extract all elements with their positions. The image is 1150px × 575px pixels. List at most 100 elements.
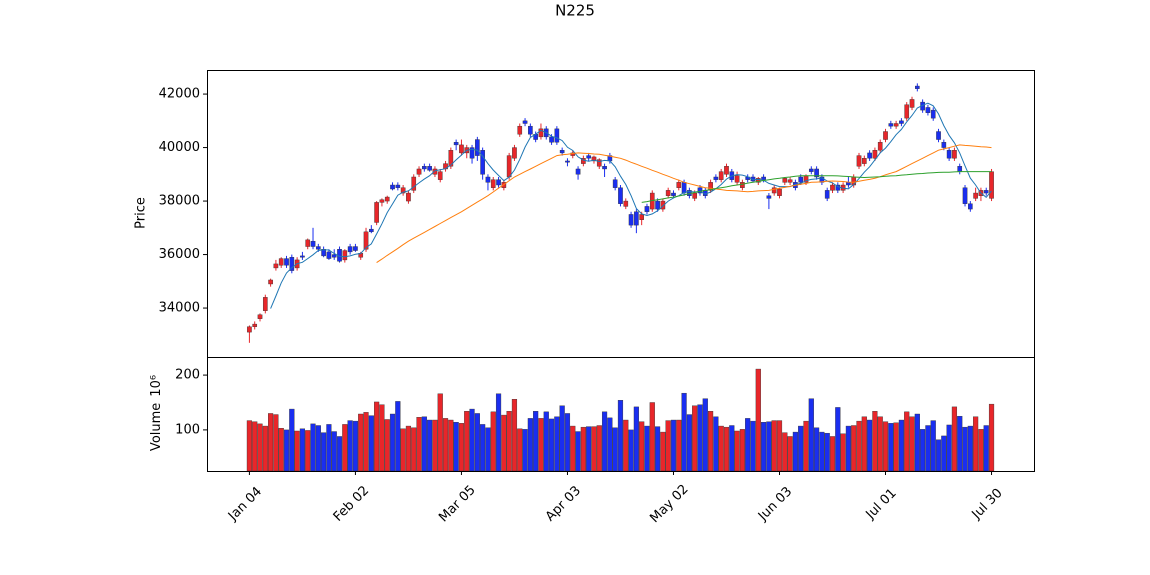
volume-bar	[278, 428, 284, 472]
volume-bar	[957, 415, 963, 472]
candle-body	[289, 257, 295, 271]
candle-body	[528, 125, 533, 135]
candle-body	[962, 187, 968, 204]
y-tick-label: 42000	[159, 87, 200, 102]
candle-body	[946, 150, 952, 159]
candle-body	[983, 190, 989, 194]
volume-bar	[633, 406, 639, 472]
volume-bar	[681, 392, 687, 472]
candle-body	[957, 166, 963, 172]
candle-body	[877, 142, 883, 151]
moving-average-line	[376, 144, 992, 264]
volume-bar	[835, 407, 841, 472]
volume-scale: 10⁶	[149, 375, 164, 397]
volume-bar	[575, 431, 581, 472]
candle-body	[740, 182, 745, 188]
volume-bar	[761, 422, 767, 472]
volume-bar	[405, 425, 412, 472]
candle-body	[342, 250, 348, 261]
volume-bar	[517, 428, 523, 472]
volume-bar	[395, 401, 401, 472]
volume-bar	[570, 425, 576, 472]
volume-bar	[845, 425, 851, 472]
volume-bar	[973, 416, 979, 472]
volume-bar	[930, 420, 936, 472]
moving-average-line	[641, 171, 992, 203]
candle-body	[618, 187, 623, 204]
candle-body	[777, 188, 782, 196]
candle-body	[427, 166, 432, 171]
volume-bar	[660, 431, 666, 472]
volume-bar	[564, 413, 571, 472]
candle-body	[416, 168, 422, 175]
volume-bar	[326, 424, 332, 472]
volume-bar	[294, 430, 300, 472]
volume-bar	[782, 432, 788, 472]
volume-bar	[617, 400, 624, 472]
volume-bar	[946, 424, 952, 472]
candle-body	[496, 179, 501, 186]
volume-bar	[538, 418, 544, 472]
volume-bar	[893, 422, 899, 472]
y-tick-label: 40000	[159, 140, 200, 155]
candle-body	[681, 182, 687, 194]
volume-bar	[485, 427, 491, 472]
candle-body	[909, 99, 915, 108]
volume-bar	[331, 431, 337, 472]
chart-title: N225	[555, 2, 595, 20]
volume-bar	[755, 368, 761, 472]
candle-body	[628, 214, 634, 226]
candle-body	[846, 182, 851, 186]
candle-body	[395, 184, 401, 188]
volume-bar	[819, 431, 825, 472]
candle-body	[273, 263, 279, 269]
volume-bar	[856, 420, 862, 472]
volume-y-tick-label: 100	[175, 422, 200, 437]
volume-bar	[379, 404, 385, 472]
candle-body	[676, 182, 682, 188]
volume-bar	[421, 416, 427, 472]
volume-bar	[596, 425, 602, 472]
candle-body	[872, 150, 878, 159]
volume-bar	[766, 421, 772, 472]
volume-bar	[437, 393, 443, 472]
candle-body	[390, 184, 395, 190]
volume-bar	[867, 419, 873, 472]
candle-body	[888, 123, 894, 127]
volume-bar	[315, 425, 321, 472]
candle-body	[554, 128, 560, 143]
volume-bar	[559, 405, 565, 472]
candle-body	[861, 158, 867, 164]
candle-body	[469, 147, 475, 159]
volume-bar	[718, 425, 724, 472]
candle-body	[506, 155, 512, 178]
candle-body	[798, 176, 804, 183]
candle-body	[761, 176, 766, 180]
volume-bar	[670, 419, 677, 472]
volume-bar	[676, 419, 682, 472]
volume-bar	[448, 419, 454, 472]
candle-body	[755, 178, 761, 183]
volume-bar	[299, 428, 306, 472]
volume-bar	[798, 425, 804, 472]
volume-bar	[548, 418, 555, 472]
volume-bar	[522, 429, 528, 472]
candle-body	[262, 297, 268, 311]
volume-bar	[554, 416, 560, 472]
volume-bar	[469, 408, 475, 472]
volume-bar	[723, 426, 730, 472]
volume-bar	[920, 429, 926, 472]
candle-body	[867, 152, 872, 159]
candle-body	[856, 155, 862, 167]
candle-body	[347, 246, 353, 253]
candle-body	[538, 128, 544, 138]
candle-body	[400, 187, 406, 194]
volume-bar	[543, 411, 549, 472]
candle-body	[252, 323, 258, 327]
candle-body	[437, 171, 443, 180]
volume-bar	[904, 411, 910, 472]
volume-bar	[692, 405, 698, 472]
volume-bar	[941, 435, 947, 472]
volume-bar	[649, 402, 655, 472]
volume-bar	[607, 417, 613, 472]
